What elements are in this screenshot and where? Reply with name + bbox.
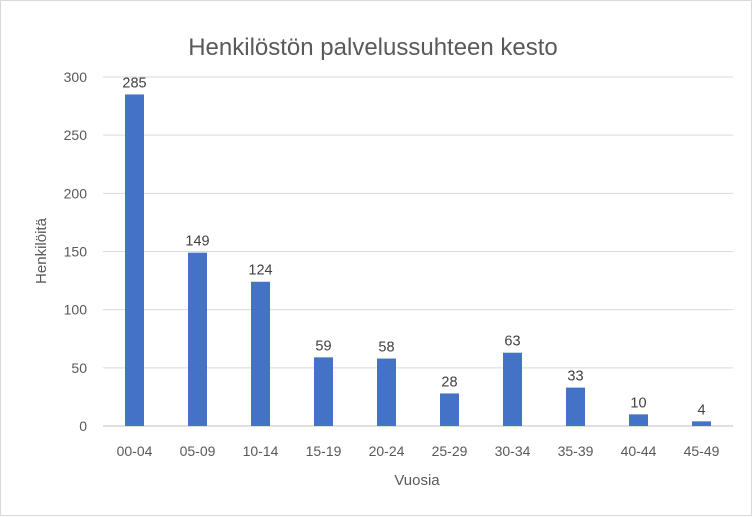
bar <box>692 421 711 426</box>
x-tick-label: 25-29 <box>432 443 468 459</box>
bar <box>314 357 333 426</box>
bar <box>503 352 522 426</box>
data-label: 124 <box>248 263 272 279</box>
bar <box>188 252 207 426</box>
x-axis-ticks: 00-04 05-09 10-14 15-19 20-24 25-29 30-34 35-39… <box>117 443 720 459</box>
data-label: 58 <box>378 340 394 356</box>
x-tick-label: 20-24 <box>369 443 405 459</box>
x-tick-label: 45-49 <box>684 443 720 459</box>
bar <box>251 281 270 426</box>
y-tick-label: 0 <box>79 418 87 434</box>
x-tick-label: 15-19 <box>306 443 342 459</box>
bar <box>377 358 396 426</box>
x-tick-label: 00-04 <box>117 443 153 459</box>
x-tick-label: 30-34 <box>495 443 531 459</box>
y-tick-label: 300 <box>64 69 88 85</box>
y-tick-label: 100 <box>64 302 88 318</box>
y-tick-label: 250 <box>64 127 88 143</box>
x-tick-label: 05-09 <box>180 443 216 459</box>
bar <box>566 387 585 426</box>
data-label: 28 <box>441 374 457 390</box>
data-label: 10 <box>630 395 646 411</box>
x-tick-label: 35-39 <box>558 443 594 459</box>
data-label: 285 <box>122 75 146 91</box>
data-labels: 285 149 124 59 58 28 63 33 10 4 <box>122 75 705 418</box>
data-label: 33 <box>567 369 583 385</box>
gridlines <box>103 76 733 427</box>
y-tick-label: 200 <box>64 185 88 201</box>
data-label: 149 <box>185 234 209 250</box>
bars <box>125 94 711 426</box>
bar <box>629 414 648 426</box>
chart-title: Henkilöstön palvelussuhteen kesto <box>188 34 558 61</box>
x-tick-label: 10-14 <box>243 443 279 459</box>
bar <box>125 94 144 426</box>
data-label: 4 <box>697 402 705 418</box>
y-tick-label: 150 <box>64 244 88 260</box>
x-tick-label: 40-44 <box>621 443 657 459</box>
data-label: 63 <box>504 334 520 350</box>
bar <box>440 393 459 426</box>
data-label: 59 <box>315 338 331 354</box>
y-axis-title: Henkilöitä <box>33 217 50 284</box>
y-axis-ticks: 0 50 100 150 200 250 300 <box>64 69 88 434</box>
x-axis-title: Vuosia <box>394 472 440 489</box>
y-tick-label: 50 <box>71 360 87 376</box>
